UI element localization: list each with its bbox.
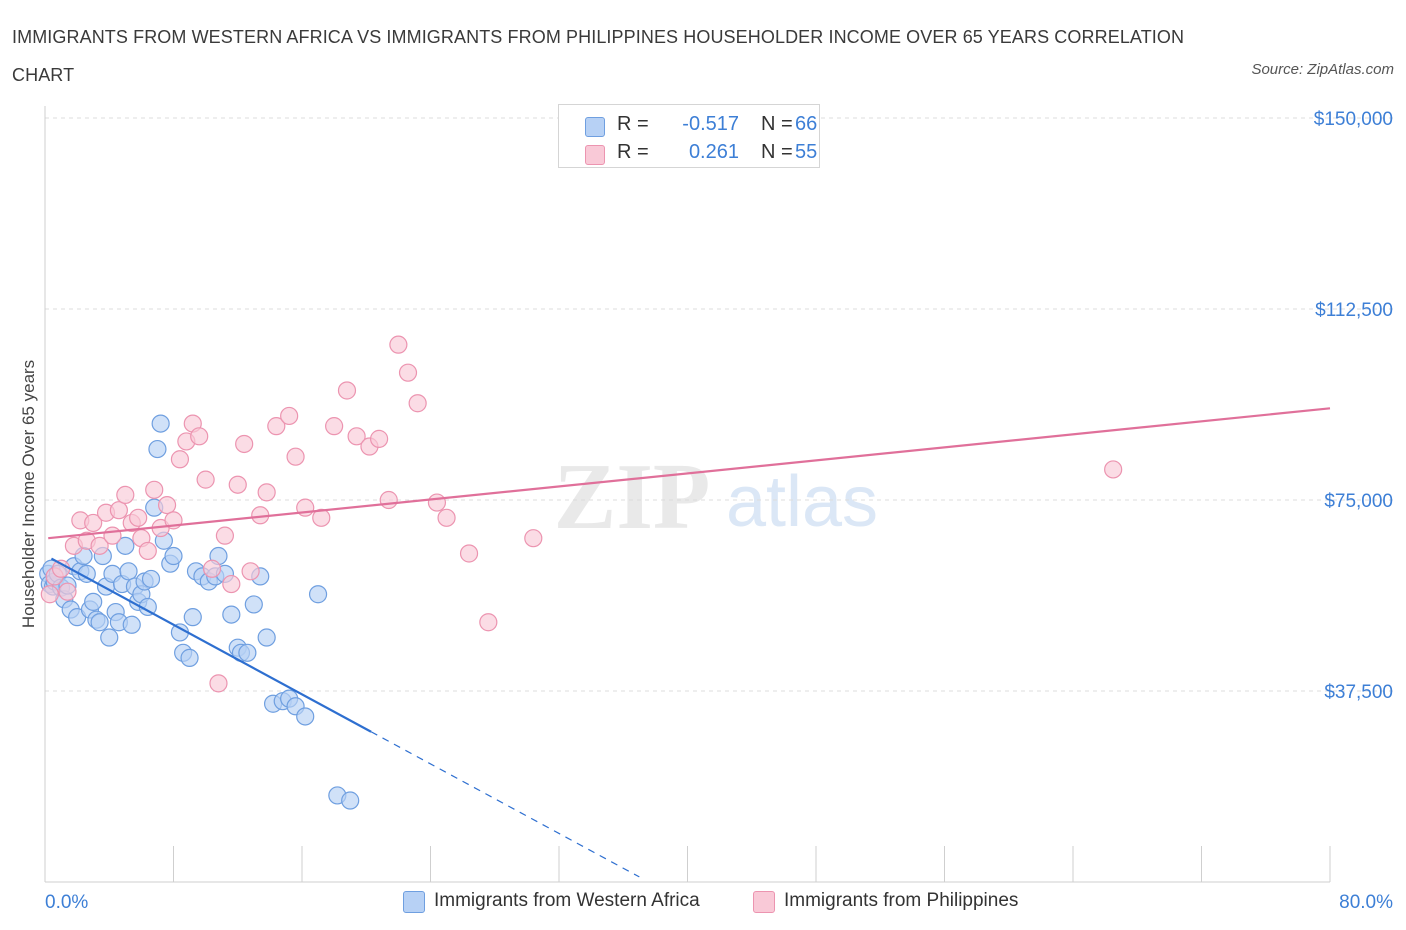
- philippines-point: [129, 508, 148, 527]
- philippines-point: [90, 536, 109, 555]
- philippines-point: [103, 526, 122, 545]
- philippines-point: [524, 529, 543, 548]
- bottom-legend-label: Immigrants from Western Africa: [434, 890, 700, 911]
- x-tick-label: 80.0%: [1339, 892, 1393, 913]
- legend-n-label: N =: [761, 113, 793, 135]
- western-africa-point: [90, 613, 109, 632]
- philippines-point: [215, 526, 234, 545]
- philippines-point: [170, 450, 190, 469]
- philippines-point: [58, 582, 77, 601]
- western-africa-point: [257, 628, 276, 647]
- y-axis-label: Householder Income Over 65 years: [19, 360, 38, 628]
- y-tick-label: $37,500: [1324, 682, 1393, 703]
- philippines-point: [257, 483, 276, 502]
- philippines-point: [109, 501, 128, 520]
- philippines-point: [286, 447, 305, 466]
- philippines-point: [157, 495, 177, 515]
- philippines-point: [312, 508, 331, 527]
- bottom-legend-swatch-pink: [753, 891, 775, 913]
- philippines-point: [196, 470, 215, 489]
- legend-n-label: N =: [761, 141, 793, 163]
- watermark-atlas: atlas: [726, 462, 878, 542]
- philippines-point: [280, 406, 299, 426]
- y-tick-label: $75,000: [1324, 491, 1393, 512]
- western-africa-point: [116, 536, 135, 555]
- philippines-point: [267, 417, 286, 436]
- y-tick-label: $150,000: [1314, 109, 1393, 130]
- philippines-point: [202, 559, 222, 578]
- western-africa-point: [122, 615, 141, 634]
- western-africa-point: [119, 562, 138, 581]
- philippines-point: [459, 544, 479, 563]
- western-africa-trend-extension: [370, 731, 640, 878]
- western-africa-point: [141, 569, 161, 589]
- legend-r-value: -0.517: [682, 113, 739, 135]
- philippines-point: [479, 613, 498, 632]
- legend-swatch-blue: [585, 117, 605, 137]
- philippines-point: [408, 394, 427, 413]
- philippines-point: [337, 381, 357, 400]
- philippines-point: [209, 674, 228, 693]
- philippines-point: [325, 417, 344, 436]
- philippines-point: [398, 363, 418, 382]
- legend-r-value: 0.261: [688, 141, 739, 163]
- western-africa-point: [100, 628, 119, 647]
- legend-swatch-pink: [585, 145, 605, 165]
- philippines-point: [235, 434, 254, 454]
- western-africa-point: [164, 546, 183, 566]
- philippines-point: [427, 493, 447, 512]
- legend-n-value: 66: [795, 113, 818, 135]
- philippines-point: [116, 485, 135, 505]
- western-africa-point: [84, 592, 103, 611]
- legend-r-label: R =: [617, 113, 649, 135]
- philippines-point: [222, 574, 241, 594]
- philippines-point: [437, 508, 456, 527]
- philippines-point: [347, 427, 366, 446]
- western-africa-point: [180, 648, 199, 667]
- watermark-zip: ZIP: [554, 445, 711, 549]
- legend-n-value: 55: [795, 141, 818, 163]
- philippines-point: [40, 585, 59, 604]
- western-africa-point: [308, 585, 328, 604]
- philippines-point: [228, 475, 247, 494]
- correlation-legend: R = -0.517 N = 66 R = 0.261 N = 55: [558, 104, 820, 168]
- source-label: Source: ZipAtlas.com: [1251, 61, 1394, 78]
- philippines-point: [379, 490, 398, 510]
- philippines-point: [1104, 460, 1123, 479]
- x-tick-label: 0.0%: [45, 892, 88, 913]
- western-africa-point: [341, 791, 360, 810]
- philippines-point: [145, 480, 164, 499]
- philippines-point: [190, 427, 209, 446]
- philippines-point: [84, 513, 103, 533]
- bottom-legend-swatch-blue: [403, 891, 425, 913]
- western-africa-point: [183, 608, 202, 627]
- philippines-point: [370, 429, 389, 448]
- philippines-trend-line: [48, 407, 1331, 540]
- philippines-point: [241, 562, 260, 581]
- western-africa-point: [238, 643, 257, 662]
- western-africa-point: [296, 707, 315, 726]
- chart-title: IMMIGRANTS FROM WESTERN AFRICA VS IMMIGR…: [12, 27, 1185, 85]
- philippines-point: [138, 541, 157, 561]
- bottom-legend-label: Immigrants from Philippines: [784, 890, 1019, 911]
- western-africa-point: [151, 414, 170, 433]
- philippines-point: [389, 335, 408, 354]
- y-tick-label: $112,500: [1315, 300, 1393, 321]
- western-africa-trend-line: [50, 557, 372, 733]
- western-africa-point: [244, 595, 263, 614]
- western-africa-point: [148, 439, 167, 459]
- western-africa-point: [222, 605, 241, 624]
- legend-r-label: R =: [617, 141, 649, 163]
